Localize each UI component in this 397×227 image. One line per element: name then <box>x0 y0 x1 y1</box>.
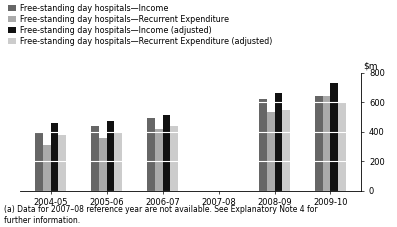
Bar <box>99 138 107 191</box>
Legend: Free-standing day hospitals—Income, Free-standing day hospitals—Recurrent Expend: Free-standing day hospitals—Income, Free… <box>8 4 272 46</box>
Bar <box>51 123 58 191</box>
Bar <box>147 118 155 191</box>
Bar <box>107 121 114 191</box>
Bar <box>43 145 51 191</box>
Bar <box>259 99 267 191</box>
Bar <box>58 135 66 191</box>
Bar <box>170 126 178 191</box>
Bar <box>163 116 170 191</box>
Bar <box>274 93 282 191</box>
Bar <box>155 129 163 191</box>
Bar <box>282 110 290 191</box>
Bar <box>330 83 338 191</box>
Text: $m: $m <box>363 61 378 70</box>
Bar <box>114 132 122 191</box>
Text: (a) Data for 2007–08 reference year are not available. See Explanatory Note 4 fo: (a) Data for 2007–08 reference year are … <box>4 205 318 225</box>
Bar <box>315 96 323 191</box>
Bar <box>35 133 43 191</box>
Bar <box>323 96 330 191</box>
Bar <box>267 112 274 191</box>
Bar <box>91 126 99 191</box>
Bar <box>338 103 346 191</box>
